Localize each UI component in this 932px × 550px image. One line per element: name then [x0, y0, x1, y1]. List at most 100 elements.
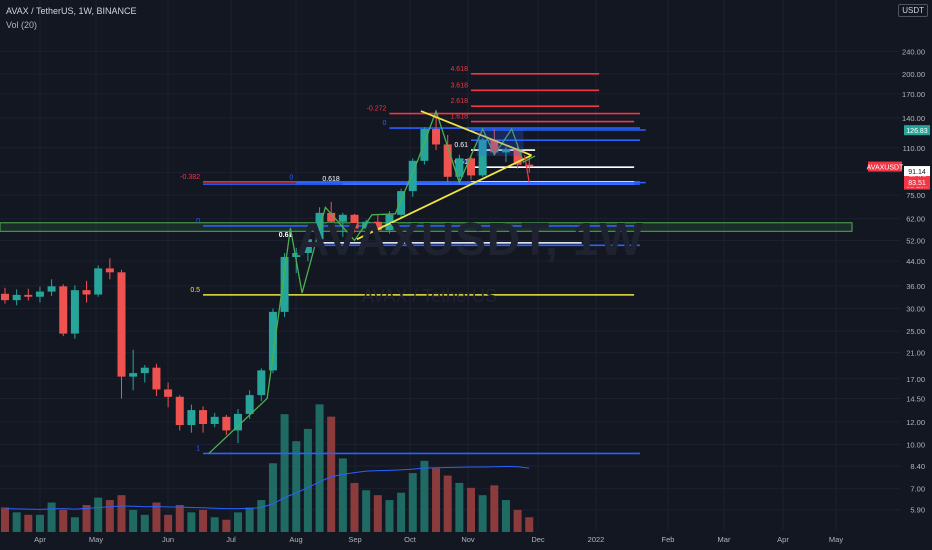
volume-bar — [513, 509, 522, 532]
volume-bar — [140, 514, 149, 532]
candle-body — [373, 221, 382, 231]
volume-ma-line — [4, 465, 530, 510]
projection-arrow — [523, 155, 530, 183]
candle-body — [397, 191, 406, 215]
volume-bar — [187, 512, 196, 532]
candle-body — [420, 129, 429, 161]
volume-bar — [408, 473, 417, 532]
candle-body — [490, 140, 499, 153]
candle-body — [245, 395, 254, 414]
time-tick-label: Apr — [777, 535, 789, 544]
time-tick-label: Dec — [531, 535, 545, 544]
price-tick-label: 17.00 — [906, 375, 925, 384]
candle-body — [478, 140, 487, 176]
volume-bar — [292, 441, 301, 532]
volume-bar — [129, 509, 138, 532]
price-badge: 83.51 — [908, 180, 926, 187]
candle-body — [210, 416, 219, 424]
price-tick-label: 12.00 — [906, 418, 925, 427]
volume-bar — [362, 490, 371, 532]
volume-bar — [257, 500, 266, 532]
price-tick-label: 240.00 — [902, 47, 925, 56]
price-tick-label: 21.00 — [906, 349, 925, 358]
support-zone — [0, 222, 853, 232]
candle-body — [94, 268, 103, 295]
volume-bar — [455, 482, 464, 532]
candle-body — [47, 286, 56, 292]
time-tick-label: Mar — [718, 535, 731, 544]
candle-body — [222, 416, 231, 431]
price-badge: 91.14 — [908, 169, 926, 176]
zigzag-path — [208, 109, 536, 454]
candle-body — [408, 160, 417, 192]
volume-bar — [47, 502, 56, 532]
volume-bar — [350, 482, 359, 532]
volume-bar — [117, 495, 126, 532]
price-tick-label: 170.00 — [902, 90, 925, 99]
price-badge-bg — [904, 166, 930, 177]
time-tick-label: Apr — [34, 535, 46, 544]
price-tick-label: 140.00 — [902, 114, 925, 123]
price-axis-bg — [900, 0, 932, 550]
candle-body — [455, 158, 464, 177]
volume-bar — [268, 463, 277, 532]
candle-body — [257, 370, 266, 396]
green-zone — [0, 222, 853, 232]
candle-body — [268, 311, 277, 371]
fib-level-label: 1.618 — [450, 114, 468, 121]
candle-body — [164, 389, 173, 397]
fib-level-label: 4.618 — [450, 66, 468, 73]
fib-level-label: 0 — [196, 218, 200, 225]
volume-indicator-label[interactable]: Vol (20) — [6, 20, 38, 30]
candle-body — [338, 214, 347, 222]
symbol-title[interactable]: AVAX / TetherUS, 1W, BINANCE — [6, 6, 137, 16]
fibonacci-levels: 4.618 3.618 2.618 -0.272 1.618 0 0.61 0 0.61 -0.3… — [180, 66, 646, 455]
volume-bar — [12, 512, 21, 532]
fib-level-label: 0.61 — [454, 142, 468, 149]
volume-bar — [478, 495, 487, 532]
volume-bar — [105, 500, 114, 532]
price-tick-label: 44.00 — [906, 257, 925, 266]
price-tick-label: 200.00 — [902, 70, 925, 79]
volume-bar — [490, 485, 499, 532]
triangle-upper-line — [420, 110, 532, 157]
candle-body — [467, 158, 475, 176]
price-axis: 240.00200.00170.00140.00110.0090.0075.00… — [867, 0, 932, 550]
volume-bar — [164, 514, 173, 532]
candle-body — [12, 294, 21, 301]
volume-bar — [1, 507, 9, 532]
volume-bar — [199, 509, 208, 532]
volume-bar — [222, 519, 231, 532]
currency-badge[interactable]: USDT — [898, 4, 928, 17]
time-tick-label: Oct — [404, 535, 417, 544]
volume-bar — [327, 416, 336, 532]
time-tick-label: 2022 — [588, 535, 605, 544]
volume-bar — [501, 500, 510, 532]
trend-drawings — [208, 109, 536, 454]
time-tick-label: May — [829, 535, 843, 544]
volume-bar — [210, 517, 219, 532]
volume-bar — [385, 500, 394, 532]
volume-bar — [70, 517, 79, 532]
price-tick-label: 25.00 — [906, 327, 925, 336]
fib-level-label: 0.5 — [190, 287, 200, 294]
candle-body — [315, 212, 324, 240]
candle-body — [443, 144, 452, 177]
price-tick-label: 10.00 — [906, 440, 925, 449]
watermark-pair: AVAX / TetherUS — [362, 286, 498, 306]
volume-bar — [420, 460, 429, 532]
candle-body — [362, 221, 371, 229]
candle-body — [280, 256, 289, 312]
volume-bar — [24, 514, 33, 532]
time-tick-label: Aug — [289, 535, 302, 544]
candle-body — [24, 294, 33, 297]
volume-bar — [443, 475, 452, 532]
price-tick-label: 75.00 — [906, 191, 925, 200]
candle-body — [525, 164, 534, 167]
volume-bar — [94, 497, 103, 532]
fib-level-label: -0.382 — [180, 174, 200, 181]
fib-level-label: 0.618 — [322, 176, 340, 183]
candle-body — [187, 410, 196, 426]
price-tick-label: 8.40 — [910, 462, 925, 471]
